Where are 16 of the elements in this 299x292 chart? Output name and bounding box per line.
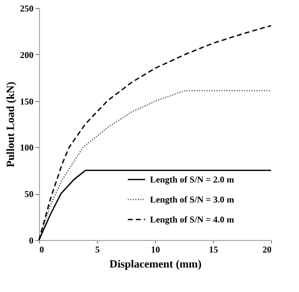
- x-tick-label: 15: [209, 244, 218, 254]
- x-tick-label: 10: [151, 244, 160, 254]
- y-axis-title: Pullout Load (kN): [5, 81, 17, 168]
- y-tick-label: 0: [29, 236, 34, 246]
- y-tick-label: 50: [24, 189, 34, 200]
- legend-label: Length of S/N = 3.0 m: [150, 194, 235, 204]
- legend-label: Length of S/N = 4.0 m: [150, 214, 235, 224]
- x-tick-label: 5: [95, 244, 100, 254]
- x-tick-label: 0: [40, 244, 44, 254]
- x-axis-title: Displacement (mm): [110, 258, 202, 270]
- y-tick-label: 100: [20, 142, 34, 153]
- legend-label: Length of S/N = 2.0 m: [150, 174, 235, 184]
- x-tick-label: 20: [262, 244, 272, 254]
- y-tick-label: 200: [20, 50, 34, 60]
- y-tick-label: 250: [20, 4, 34, 14]
- y-tick-label: 150: [20, 96, 34, 106]
